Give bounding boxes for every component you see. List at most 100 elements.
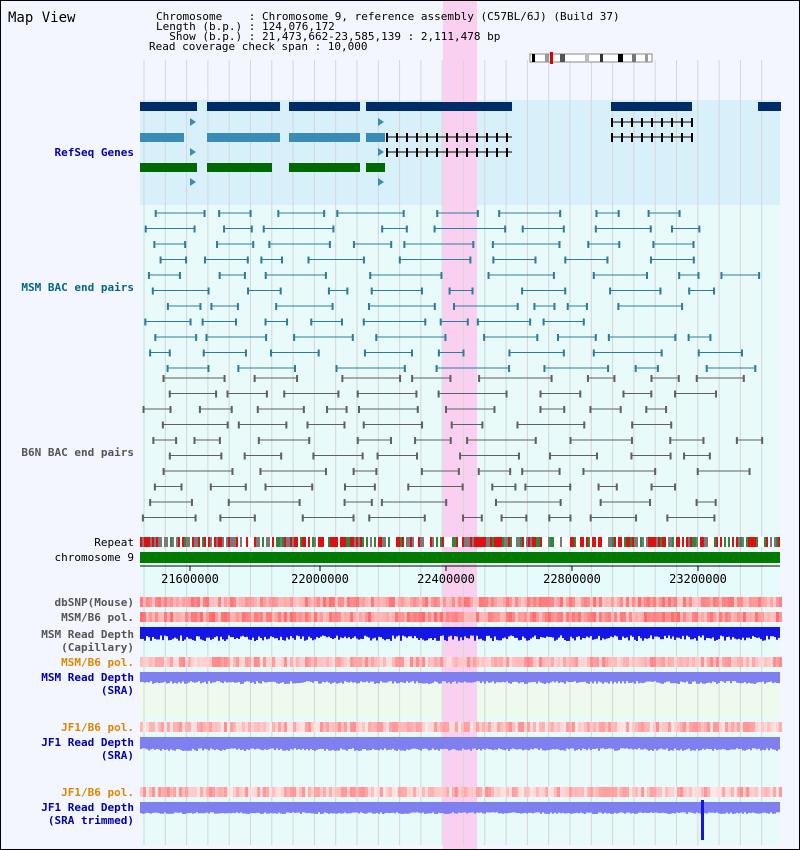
read-depth-bar: [540, 627, 542, 637]
snp-density-cell: [551, 657, 554, 667]
snp-density-cell: [770, 657, 773, 667]
bac-end-marker: [617, 210, 620, 217]
snp-density-cell: [476, 722, 479, 732]
read-depth-bar: [392, 737, 394, 749]
repeat-feature: [410, 537, 412, 547]
snp-density-cell: [563, 657, 566, 667]
bac-end-marker: [649, 225, 652, 233]
read-depth-bar: [766, 802, 768, 814]
read-depth-bar: [542, 802, 544, 813]
snp-density-cell: [584, 657, 587, 667]
snp-density-cell: [518, 657, 521, 667]
read-depth-bar: [246, 672, 248, 682]
read-depth-bar: [374, 737, 376, 750]
read-depth-bar: [664, 737, 666, 750]
read-depth-bar: [140, 737, 142, 750]
repeat-feature: [498, 537, 500, 547]
bac-end-marker: [399, 375, 402, 382]
track-label-repeat[interactable]: Repeat: [94, 536, 134, 549]
repeat-feature: [532, 537, 534, 547]
read-depth-bar: [478, 802, 480, 813]
bac-end-marker: [433, 303, 436, 310]
read-depth-bar: [496, 627, 498, 640]
read-depth-bar: [218, 627, 220, 641]
track-label-jf1-depth-trimmed[interactable]: JF1 Read Depth: [41, 801, 134, 814]
track-label-msm-bac[interactable]: MSM BAC end pairs: [21, 281, 134, 294]
snp-density-cell: [641, 657, 644, 667]
track-label-jf1-b6-pol[interactable]: JF1/B6 pol.: [61, 721, 134, 734]
snp-density-cell: [260, 787, 263, 797]
bac-end-marker: [403, 241, 406, 248]
read-depth-bar: [704, 672, 706, 684]
track-label-refseq[interactable]: RefSeq Genes: [54, 146, 134, 159]
read-depth-bar: [428, 802, 430, 814]
snp-density-cell: [665, 612, 668, 622]
snp-density-cell: [758, 657, 761, 667]
read-depth-bar: [558, 802, 560, 813]
snp-density-cell: [341, 787, 344, 797]
track-label-msm-depth-capillary[interactable]: MSM Read Depth: [41, 628, 134, 641]
read-depth-bar: [404, 802, 406, 814]
bac-end-marker: [582, 318, 585, 326]
bac-end-marker: [202, 349, 205, 357]
read-depth-bar: [654, 802, 656, 813]
bac-end-marker: [687, 334, 690, 341]
snp-density-cell: [494, 722, 497, 732]
snp-density-cell: [572, 612, 575, 622]
track-label-msm-b6-pol-2[interactable]: MSM/B6 pol.: [61, 656, 134, 669]
snp-density-cell: [152, 612, 155, 622]
read-depth-bar: [708, 672, 710, 683]
snp-density-cell: [230, 597, 233, 607]
snp-density-cell: [683, 597, 686, 607]
repeat-feature: [712, 537, 714, 547]
repeat-feature: [560, 537, 562, 547]
bac-end-marker: [328, 241, 331, 248]
track-label-jf1-depth-sra[interactable]: JF1 Read Depth: [41, 736, 134, 749]
read-depth-bar: [226, 737, 228, 749]
snp-density-cell: [434, 722, 437, 732]
snp-density-cell: [455, 722, 458, 732]
repeat-feature: [640, 537, 642, 547]
bac-end-marker: [324, 272, 327, 279]
track-label-b6n-bac[interactable]: B6N BAC end pairs: [21, 446, 134, 459]
track-label-msm-b6-pol[interactable]: MSM/B6 pol.: [61, 611, 134, 624]
snp-density-cell: [476, 612, 479, 622]
read-depth-bar: [140, 672, 142, 682]
read-depth-bar: [336, 737, 338, 751]
read-depth-bar: [534, 672, 536, 683]
read-depth-bar: [268, 802, 270, 814]
read-depth-bar: [592, 802, 594, 814]
repeat-feature: [524, 537, 526, 547]
snp-density-cell: [395, 597, 398, 607]
snp-density-cell: [431, 612, 434, 622]
repeat-feature: [656, 537, 658, 547]
snp-density-cell: [158, 787, 161, 797]
read-depth-bar: [472, 672, 474, 683]
snp-density-cell: [572, 657, 575, 667]
bac-end-marker: [592, 272, 595, 279]
ideogram-border: [529, 53, 653, 63]
snp-density-cell: [677, 597, 680, 607]
snp-density-cell: [473, 787, 476, 797]
repeat-feature: [326, 537, 328, 547]
track-label-msm-depth-sra[interactable]: MSM Read Depth: [41, 671, 134, 684]
bac-end-marker: [380, 499, 383, 506]
track-label-chromosome[interactable]: chromosome 9: [54, 551, 134, 564]
read-depth-bar: [728, 737, 730, 751]
read-depth-bar: [244, 802, 246, 814]
length-info: Length (b.p.) : 124,076,172: [156, 20, 335, 33]
snp-density-cell: [323, 787, 326, 797]
read-depth-bar: [732, 802, 734, 814]
snp-density-cell: [257, 597, 260, 607]
read-depth-bar: [534, 802, 536, 813]
snp-density-cell: [251, 612, 254, 622]
snp-density-cell: [581, 657, 584, 667]
snp-density-cell: [491, 657, 494, 667]
track-label-dbsnp[interactable]: dbSNP(Mouse): [54, 596, 134, 609]
read-depth-bar: [170, 802, 172, 814]
snp-density-cell: [629, 612, 632, 622]
track-label-jf1-b6-pol-2[interactable]: JF1/B6 pol.: [61, 786, 134, 799]
read-depth-bar: [702, 627, 704, 636]
bac-end-marker: [487, 272, 490, 279]
